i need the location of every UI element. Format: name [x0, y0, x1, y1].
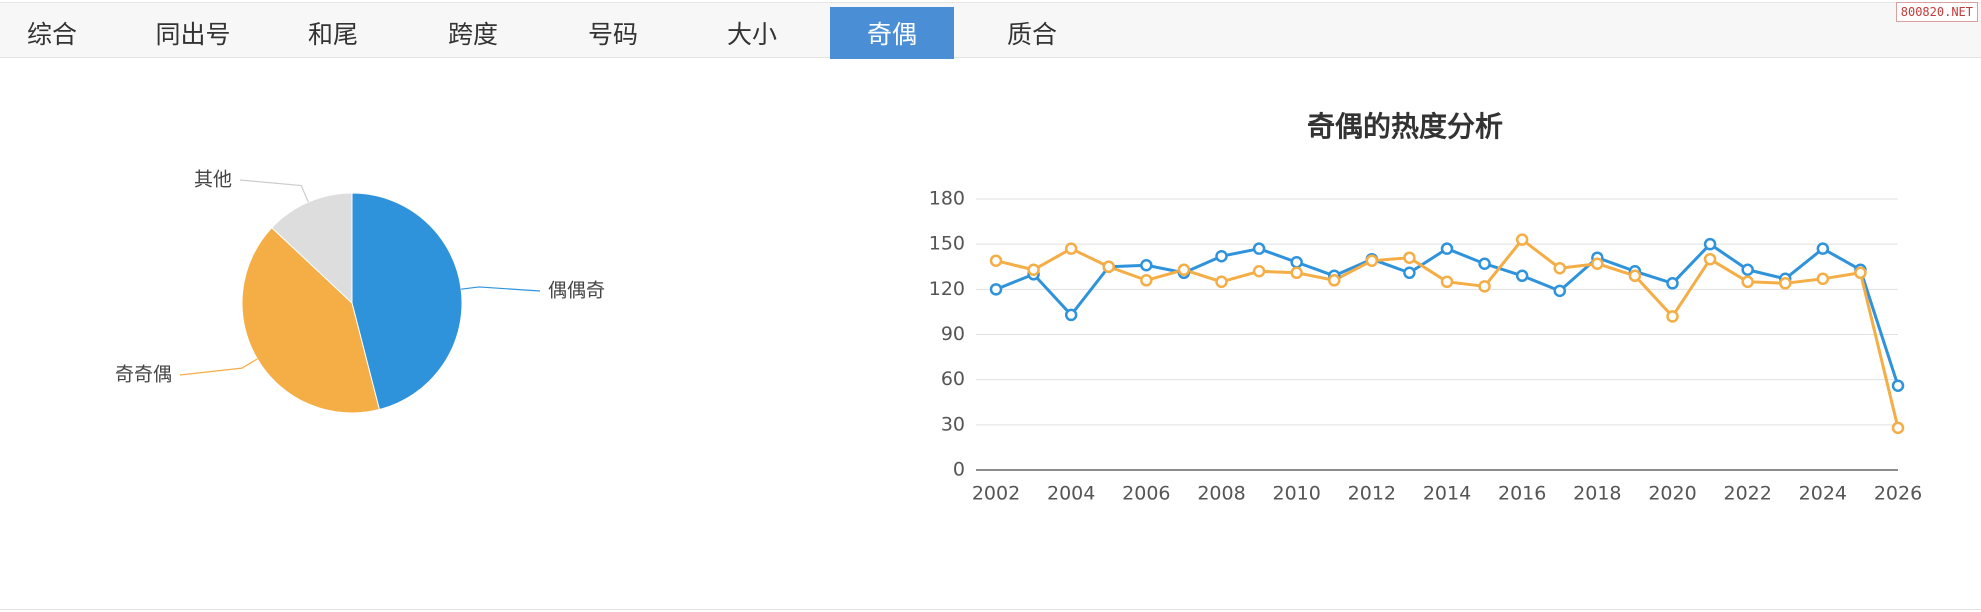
series-2-point[interactable]	[1741, 275, 1754, 289]
series-1-point[interactable]	[1816, 242, 1830, 255]
pie-slice-1[interactable]	[351, 192, 463, 411]
series-1-point[interactable]	[1741, 263, 1754, 277]
series-2-point[interactable]	[1215, 275, 1228, 289]
y-tick-label: 180	[929, 188, 965, 210]
series-1-point[interactable]	[989, 283, 1003, 296]
tab-2[interactable]: 同出号	[155, 20, 231, 49]
x-tick-label: 2022	[1723, 483, 1771, 505]
tab-5[interactable]: 号码	[587, 20, 638, 49]
series-1-point[interactable]	[1440, 242, 1454, 255]
series-1-point[interactable]	[1515, 269, 1529, 283]
bottom-divider	[0, 609, 1981, 610]
series-1-point[interactable]	[1290, 255, 1303, 269]
series-1-point[interactable]	[1215, 249, 1228, 263]
y-tick-label: 60	[941, 368, 965, 390]
tab-7[interactable]: 奇偶	[830, 7, 954, 59]
series-2-point[interactable]	[1328, 274, 1341, 287]
x-tick-label: 2002	[972, 483, 1020, 505]
series-1-point[interactable]	[1891, 379, 1905, 392]
pie-label-2: 奇奇偶	[115, 364, 172, 386]
series-2-point[interactable]	[1891, 421, 1905, 435]
tab-3[interactable]: 和尾	[307, 20, 358, 49]
series-2-point[interactable]	[1779, 277, 1792, 290]
series-2-point[interactable]	[1628, 269, 1642, 283]
line-chart-title: 奇偶的热度分析	[1307, 110, 1503, 143]
series-2-point[interactable]	[1591, 257, 1604, 270]
tab-6[interactable]: 大小	[726, 20, 777, 49]
x-tick-label: 2020	[1648, 483, 1696, 505]
y-tick-label: 0	[953, 459, 965, 481]
series-2-point[interactable]	[1102, 260, 1115, 273]
line-chart: 奇偶的热度分析 0 30 60 90 120 150 180 2002 2004 2006 2008 2…	[929, 110, 1922, 505]
x-tick-label: 2026	[1874, 483, 1922, 505]
series-1-point[interactable]	[1478, 257, 1491, 270]
series-line-2	[995, 238, 1900, 429]
y-tick-label: 30	[941, 413, 965, 435]
series-1-point[interactable]	[1064, 308, 1078, 322]
tab-8[interactable]: 质合	[1006, 20, 1057, 49]
y-tick-label: 150	[929, 233, 965, 255]
series-2-point[interactable]	[1553, 262, 1566, 275]
x-tick-label: 2018	[1573, 483, 1621, 505]
series-2-point[interactable]	[1252, 265, 1266, 278]
series-2-point[interactable]	[989, 254, 1003, 267]
x-tick-label: 2010	[1272, 483, 1320, 505]
pie-label-1: 偶偶奇	[548, 280, 605, 302]
series-1-point[interactable]	[1140, 258, 1153, 272]
series-2-point[interactable]	[1027, 263, 1040, 277]
series-1-point[interactable]	[1703, 237, 1717, 251]
x-tick-label: 2012	[1348, 483, 1396, 505]
series-2-point[interactable]	[1703, 252, 1717, 266]
x-tick-label: 2004	[1047, 483, 1095, 505]
series-line-1	[995, 242, 1900, 387]
series-1-point[interactable]	[1252, 242, 1266, 255]
pie-slice-2[interactable]	[241, 226, 380, 414]
x-tick-label: 2008	[1197, 483, 1245, 505]
pie-label-3: 其他	[194, 169, 232, 191]
series-2-point[interactable]	[1365, 254, 1379, 267]
series-2-point[interactable]	[1177, 263, 1191, 277]
x-tick-label: 2016	[1498, 483, 1546, 505]
series-2-point[interactable]	[1064, 242, 1078, 255]
pie-slice-3[interactable]	[271, 192, 353, 305]
series-2-point[interactable]	[1140, 274, 1153, 287]
series-2-point[interactable]	[1478, 280, 1491, 293]
pie-leader-line-1	[461, 286, 541, 292]
x-tick-label: 2014	[1423, 483, 1471, 505]
series-2-point[interactable]	[1666, 310, 1679, 323]
x-tick-label: 2024	[1799, 483, 1847, 505]
series-2-point[interactable]	[1290, 266, 1303, 280]
series-1-point[interactable]	[1553, 284, 1566, 298]
tab-bar: 综合 同出号 和尾 跨度 号码 大小 奇偶 质合	[0, 2, 1981, 59]
series-2-point[interactable]	[1440, 275, 1454, 289]
pie-leader-line-3	[239, 179, 309, 203]
series-2-point[interactable]	[1854, 266, 1867, 280]
series-1-point[interactable]	[1666, 277, 1679, 290]
tab-1[interactable]: 综合	[26, 20, 77, 49]
tab-4[interactable]: 跨度	[447, 20, 498, 49]
watermark: 800820.NET	[1895, 2, 1978, 22]
y-tick-label: 120	[929, 278, 965, 300]
x-tick-label: 2006	[1122, 483, 1170, 505]
series-2-point[interactable]	[1515, 233, 1529, 246]
series-2-point[interactable]	[1403, 251, 1416, 264]
pie-leader-line-2	[179, 358, 258, 376]
series-2-point[interactable]	[1816, 272, 1830, 286]
y-tick-label: 90	[941, 323, 965, 345]
series-1-point[interactable]	[1403, 266, 1416, 280]
